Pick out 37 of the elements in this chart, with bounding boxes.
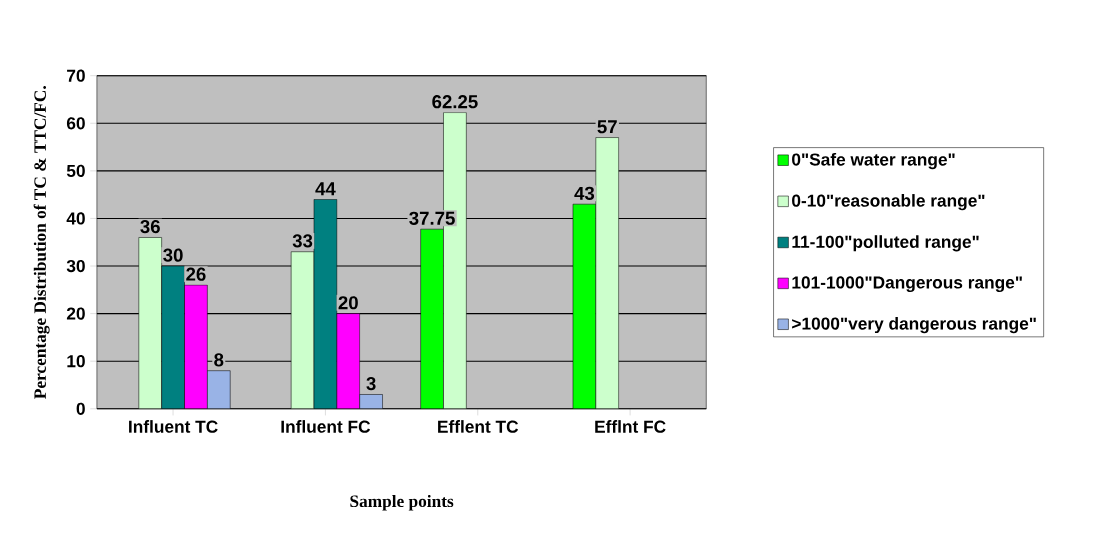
x-tick-label: Influent FC — [281, 420, 371, 433]
y-tick-label: 60 — [66, 117, 85, 130]
x-tick-label: Influent TC — [129, 420, 218, 433]
data-label: 3 — [366, 376, 376, 391]
x-axis-title: Sample points — [350, 494, 454, 511]
legend-label: 11-100"polluted range" — [792, 235, 979, 252]
data-label: 62.25 — [432, 95, 478, 109]
x-tick-label: Efflnt FC — [595, 420, 666, 433]
y-tick-label: 0 — [76, 402, 85, 415]
data-label: 33 — [292, 234, 313, 248]
bar — [313, 199, 338, 409]
bar — [184, 284, 208, 409]
bar — [572, 203, 597, 409]
x-tick-label: Efflent TC — [438, 420, 519, 433]
data-label: 26 — [186, 267, 206, 281]
data-label: 44 — [315, 182, 336, 196]
bar — [161, 265, 185, 409]
legend-label: >1000"very dangerous range" — [792, 316, 1036, 334]
data-label: 20 — [338, 296, 358, 310]
data-label: 30 — [163, 248, 183, 262]
bar — [336, 313, 360, 409]
data-label: 37.75 — [409, 211, 455, 225]
y-tick-label: 10 — [67, 354, 85, 368]
y-axis-title: Percentage Distribution of TC & TTC/FC. — [33, 85, 50, 399]
data-label: 36 — [140, 219, 160, 234]
y-tick-label: 30 — [66, 259, 85, 273]
data-label: 43 — [574, 186, 595, 200]
y-tick-label: 70 — [67, 69, 85, 82]
data-label: 57 — [597, 120, 617, 134]
legend-label: 0"Safe water range" — [792, 152, 955, 170]
legend-label: 101-1000"Dangerous range" — [792, 276, 1022, 292]
data-label: 8 — [214, 353, 224, 367]
bar — [420, 228, 444, 409]
y-tick-label: 50 — [66, 164, 85, 177]
y-tick-label: 20 — [66, 307, 85, 320]
y-tick-label: 40 — [66, 212, 85, 225]
legend-label: 0-10"reasonable range" — [792, 193, 985, 211]
